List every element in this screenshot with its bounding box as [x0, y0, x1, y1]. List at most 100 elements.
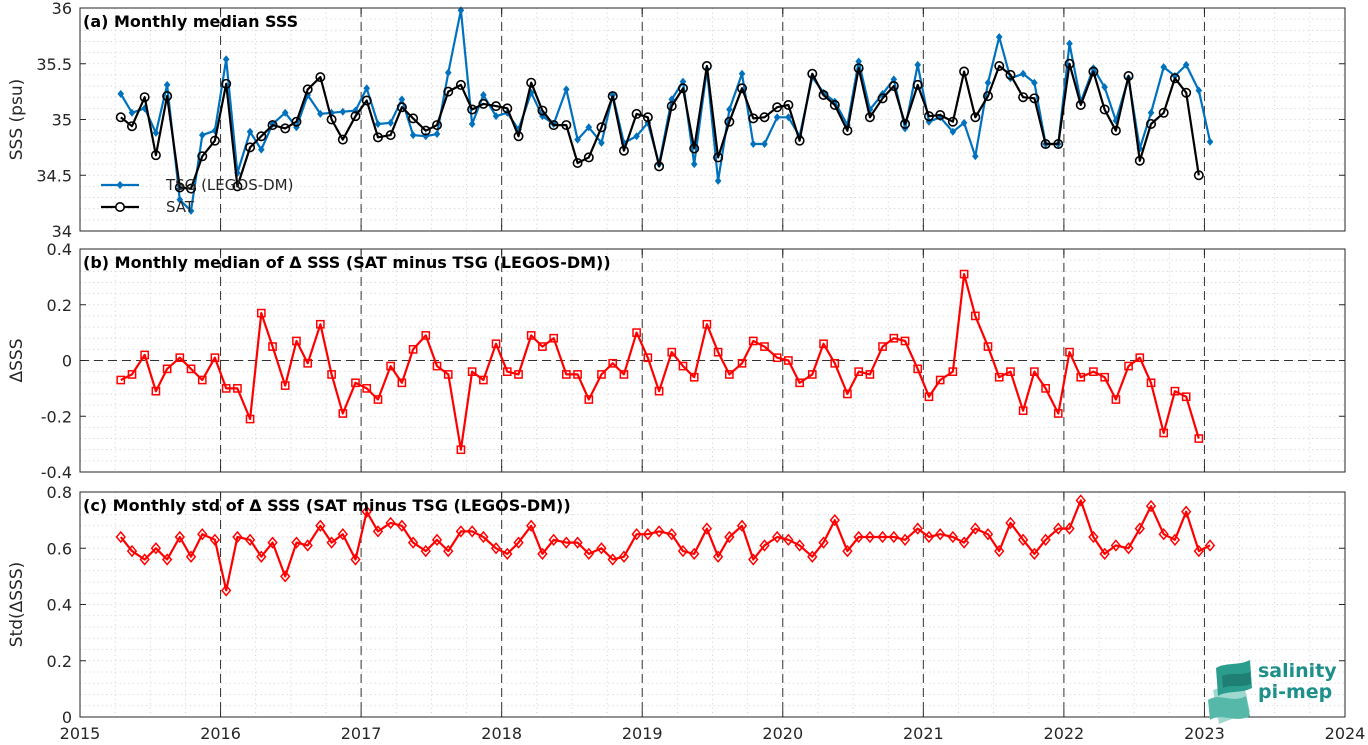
ytick-label: 36	[52, 0, 72, 18]
data-point-marker	[502, 547, 513, 561]
data-point-marker	[443, 544, 454, 558]
data-point-marker	[1193, 170, 1204, 181]
data-point-marker	[597, 370, 606, 379]
data-point-marker	[385, 516, 396, 530]
xtick-label: 2020	[762, 724, 803, 743]
data-point-marker	[783, 533, 794, 546]
logo-text-salinity: salinity	[1258, 660, 1337, 682]
data-point-marker	[162, 364, 172, 374]
data-point-marker	[326, 114, 337, 125]
data-point-marker	[561, 536, 572, 549]
data-point-marker	[281, 108, 289, 117]
series-line-1	[120, 62, 1200, 190]
data-point-marker	[561, 120, 572, 131]
data-point-marker	[935, 110, 946, 121]
data-point-marker	[889, 333, 899, 343]
data-point-marker	[431, 533, 443, 546]
data-point-marker	[433, 129, 441, 138]
panel-c: 00.20.40.60.8 2015 2016 2017 2018 2019 2020 20…	[7, 483, 1365, 743]
data-point-marker	[339, 107, 347, 116]
data-point-marker	[302, 539, 313, 552]
data-point-marker	[174, 182, 185, 193]
ytick-label: 0.4	[47, 240, 72, 259]
data-point-marker	[197, 528, 208, 541]
panel-c-series	[115, 494, 1216, 597]
data-point-marker	[1099, 104, 1110, 115]
data-point-marker	[807, 370, 817, 379]
data-point-marker	[280, 381, 290, 390]
data-point-marker	[923, 111, 934, 122]
data-point-marker	[1040, 533, 1051, 546]
data-point-marker	[1075, 494, 1086, 507]
data-point-marker	[760, 342, 769, 351]
data-point-marker	[1158, 107, 1169, 118]
data-point-marker	[198, 131, 206, 140]
data-point-marker	[784, 356, 793, 365]
data-point-marker	[115, 530, 126, 544]
xtick-label: 2015	[60, 724, 101, 743]
data-point-marker	[268, 342, 277, 351]
data-point-marker	[316, 319, 325, 329]
data-point-marker	[221, 384, 231, 393]
data-point-marker	[502, 367, 512, 376]
data-point-marker	[970, 311, 980, 321]
data-point-marker	[1029, 547, 1040, 561]
data-point-marker	[853, 530, 864, 544]
data-point-marker	[150, 150, 161, 161]
data-point-marker	[912, 79, 923, 90]
data-point-marker	[923, 530, 935, 544]
data-point-marker	[666, 528, 677, 541]
data-point-marker	[361, 505, 372, 518]
xtick-label: 2019	[622, 724, 663, 743]
data-point-marker	[256, 308, 266, 318]
data-point-marker	[186, 364, 196, 374]
data-point-marker	[256, 550, 267, 563]
data-point-marker	[631, 528, 642, 541]
data-point-marker	[794, 539, 805, 552]
data-point-marker	[982, 528, 994, 541]
data-point-marker	[1195, 86, 1203, 95]
data-point-marker	[984, 78, 992, 87]
data-point-marker	[396, 519, 408, 532]
data-point-marker	[1019, 69, 1027, 78]
data-point-marker	[175, 353, 185, 363]
data-point-marker	[725, 370, 734, 379]
ytick-label: 0.6	[47, 539, 72, 558]
data-point-marker	[724, 530, 735, 544]
data-point-marker	[1169, 73, 1180, 84]
data-point-marker	[677, 544, 689, 558]
data-point-marker	[783, 100, 794, 111]
data-point-marker	[209, 135, 220, 146]
data-point-marker	[233, 384, 242, 393]
data-point-marker	[1053, 522, 1064, 535]
legend-entry-sat: SAT	[101, 198, 195, 216]
data-point-marker	[126, 544, 138, 558]
data-point-marker	[398, 95, 406, 104]
data-point-marker	[526, 77, 537, 88]
panel-c-year-lines	[220, 492, 1205, 717]
data-point-marker	[689, 372, 699, 382]
data-point-marker	[1064, 522, 1075, 535]
data-point-marker	[421, 331, 431, 340]
data-point-marker	[772, 353, 782, 363]
data-point-marker	[737, 358, 747, 368]
data-point-marker	[515, 125, 522, 134]
data-point-marker	[819, 339, 828, 349]
data-point-marker	[1064, 58, 1075, 69]
data-point-marker	[970, 522, 981, 535]
data-point-marker	[456, 445, 466, 455]
panel-c-yticks: 0 0.2 0.4 0.6 0.8	[47, 483, 1345, 727]
panel-a-xtick-marks	[79, 8, 1346, 231]
data-point-marker	[267, 536, 278, 549]
data-point-marker	[759, 539, 770, 552]
data-point-marker	[890, 75, 898, 84]
data-point-marker	[573, 370, 582, 379]
data-point-marker	[444, 68, 452, 77]
data-point-marker	[548, 533, 559, 546]
data-point-marker	[1018, 406, 1028, 416]
data-point-marker	[994, 544, 1005, 558]
data-point-marker	[843, 389, 852, 399]
data-point-marker	[161, 553, 173, 566]
data-point-marker	[854, 367, 864, 376]
data-point-marker	[127, 370, 137, 379]
